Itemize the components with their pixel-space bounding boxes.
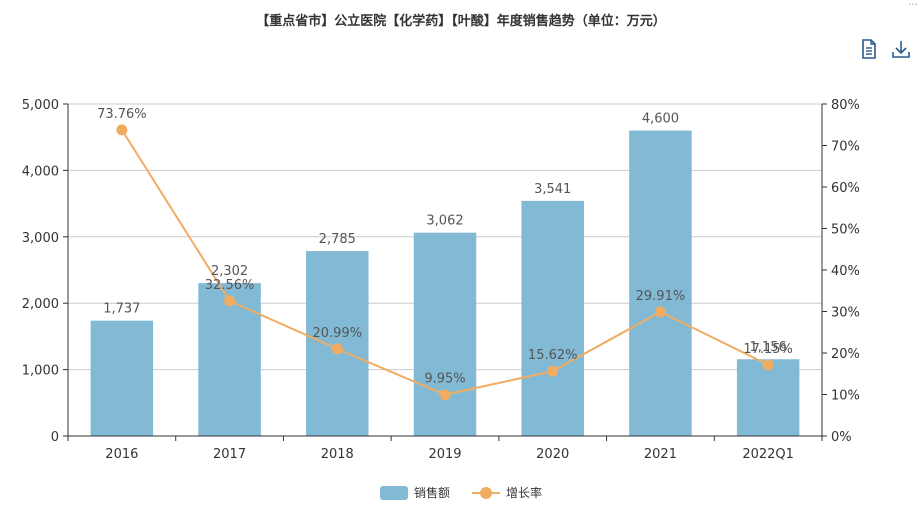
growth-point bbox=[224, 295, 236, 307]
sales-bar-label: 1,156 bbox=[750, 340, 787, 355]
sales-trend-chart: 0 1,000 2,000 3,000 4,000 5,000 0% 10% 20% 30% 40%… bbox=[22, 98, 860, 462]
legend-label-sales: 销售额 bbox=[413, 486, 450, 500]
y-left-tick-label: 4,000 bbox=[22, 164, 59, 179]
x-tick-label: 2019 bbox=[428, 447, 461, 462]
sales-bar bbox=[90, 320, 154, 436]
y-right-tick-label: 80% bbox=[831, 98, 860, 113]
chart-title: 【重点省市】公立医院【化学药】【叶酸】年度销售趋势（单位：万元） bbox=[256, 14, 666, 29]
sales-bar bbox=[413, 232, 477, 436]
growth-line-series bbox=[116, 124, 774, 401]
growth-point-label: 9.95% bbox=[424, 372, 465, 387]
growth-point bbox=[762, 359, 774, 371]
sales-bar-label: 1,737 bbox=[103, 302, 140, 317]
growth-point-label: 20.99% bbox=[312, 326, 362, 341]
growth-point-label: 32.56% bbox=[205, 278, 255, 293]
growth-point bbox=[547, 365, 559, 377]
growth-point-label: 15.62% bbox=[528, 348, 578, 363]
x-tick-label: 2018 bbox=[321, 447, 354, 462]
y-right-tick-label: 60% bbox=[831, 181, 860, 196]
sales-bar-label: 2,785 bbox=[319, 232, 356, 247]
growth-point bbox=[654, 306, 666, 318]
legend-line-swatch bbox=[472, 486, 500, 500]
y-left-tick-label: 1,000 bbox=[22, 364, 59, 379]
y-right-tick-label: 30% bbox=[831, 306, 860, 321]
growth-point bbox=[439, 389, 451, 401]
y-left-tick-label: 0 bbox=[51, 430, 59, 445]
growth-point-label: 29.91% bbox=[636, 289, 686, 304]
x-tick-label: 2020 bbox=[536, 447, 569, 462]
legend-item-growth[interactable]: 增长率 bbox=[472, 484, 542, 501]
y-right-tick-label: 70% bbox=[831, 140, 860, 155]
legend-bar-swatch bbox=[379, 485, 408, 500]
y-right-tick-label: 40% bbox=[831, 264, 860, 279]
sales-bar bbox=[198, 283, 261, 436]
sales-bar-label: 3,541 bbox=[534, 182, 571, 197]
legend-item-sales[interactable]: 销售额 bbox=[379, 484, 450, 501]
growth-point bbox=[116, 124, 128, 136]
y-right-tick-label: 50% bbox=[831, 223, 860, 238]
sales-bar bbox=[736, 359, 800, 436]
y-right-tick-label: 20% bbox=[831, 347, 860, 362]
document-icon[interactable] bbox=[858, 38, 880, 60]
sales-bar bbox=[521, 200, 584, 436]
sales-bar-label: 3,062 bbox=[426, 214, 463, 229]
legend-label-growth: 增长率 bbox=[506, 486, 543, 500]
growth-point-label: 73.76% bbox=[97, 107, 147, 122]
sales-bar bbox=[629, 130, 692, 436]
chart-legend: 销售额 增长率 bbox=[0, 484, 922, 501]
y-left-tick-label: 5,000 bbox=[22, 98, 59, 113]
growth-point-label: 17.15% bbox=[743, 342, 793, 357]
y-left-tick-label: 2,000 bbox=[22, 297, 59, 312]
x-tick-label: 2021 bbox=[644, 447, 677, 462]
axes: 0 1,000 2,000 3,000 4,000 5,000 0% 10% 20% 30% 40%… bbox=[22, 98, 860, 462]
sales-bar-label: 2,302 bbox=[211, 264, 248, 279]
growth-point bbox=[331, 343, 343, 355]
sales-bar-label: 4,600 bbox=[642, 112, 679, 127]
y-left-tick-label: 3,000 bbox=[22, 231, 59, 246]
y-right-tick-label: 10% bbox=[831, 389, 860, 404]
x-tick-label: 2022Q1 bbox=[742, 447, 794, 462]
corner-mark: … bbox=[908, 0, 918, 8]
download-icon[interactable] bbox=[890, 38, 912, 60]
y-right-tick-label: 0% bbox=[831, 430, 852, 445]
x-tick-label: 2016 bbox=[105, 447, 138, 462]
data-labels: 1,737 2,302 2,785 3,062 3,541 4,600 1,156 73.76… bbox=[97, 107, 793, 387]
chart-toolbar bbox=[858, 38, 912, 60]
x-tick-label: 2017 bbox=[213, 447, 246, 462]
bar-series bbox=[90, 130, 800, 436]
